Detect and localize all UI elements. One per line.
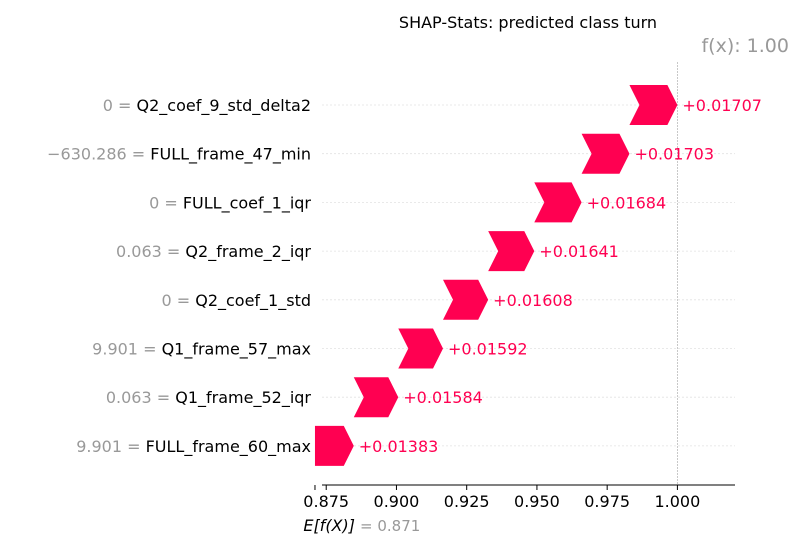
- x-tick-label: 0.875: [303, 492, 349, 511]
- shap-bar: [398, 328, 444, 369]
- feature-value: 0.063 =: [106, 388, 175, 407]
- x-tick-label: 0.900: [374, 492, 420, 511]
- feature-value: 0.063 =: [116, 242, 185, 261]
- base-value-text: = 0.871: [360, 517, 420, 535]
- shap-bar: [581, 133, 630, 174]
- feature-label: 0.063 = Q1_frame_52_iqr: [106, 388, 312, 408]
- feature-value: −630.286 =: [47, 145, 150, 164]
- feature-name: Q1_frame_52_iqr: [175, 388, 311, 408]
- bar-value-label: +0.01707: [682, 96, 762, 115]
- feature-label: 0 = Q2_coef_9_std_delta2: [103, 96, 311, 116]
- feature-value: 9.901 =: [92, 340, 161, 359]
- feature-name: Q2_coef_1_std: [195, 291, 311, 311]
- shap-bar: [629, 85, 678, 125]
- fx-label: f(x): 1.00: [701, 35, 789, 57]
- feature-label: 0.063 = Q2_frame_2_iqr: [116, 242, 311, 262]
- feature-name: FULL_frame_60_max: [146, 437, 311, 457]
- bar-value-label: +0.01684: [587, 193, 667, 212]
- bar-value-label: +0.01641: [539, 242, 619, 261]
- shap-bar: [353, 377, 399, 418]
- x-tick-label: 0.925: [444, 492, 490, 511]
- feature-value: 9.901 =: [76, 437, 145, 456]
- feature-labels: +0.01707 0 = Q2_coef_9_std_delta2 +0.01703…: [47, 96, 762, 457]
- chart-title: SHAP-Stats: predicted class turn: [399, 13, 657, 32]
- feature-label: 0 = FULL_coef_1_iqr: [149, 193, 311, 213]
- x-axis: 0.875 0.900 0.925 0.950 0.975 1.000: [303, 484, 735, 511]
- shap-bar: [534, 182, 582, 223]
- shap-bar: [314, 425, 354, 466]
- bar-value-label: +0.01592: [448, 340, 528, 359]
- feature-label: −630.286 = FULL_frame_47_min: [47, 145, 311, 165]
- base-value-label: E[f(X)]: [303, 516, 355, 535]
- feature-name: FULL_frame_47_min: [150, 145, 311, 165]
- shap-bar: [488, 231, 535, 272]
- feature-label: 0 = Q2_coef_1_std: [161, 291, 311, 311]
- base-value-annotation: E[f(X)] = 0.871: [303, 516, 420, 535]
- feature-value: 0 =: [161, 291, 195, 310]
- feature-label: 9.901 = Q1_frame_57_max: [92, 340, 311, 360]
- shap-bar: [443, 279, 489, 320]
- bar-value-label: +0.01383: [359, 437, 439, 456]
- feature-name: Q1_frame_57_max: [162, 340, 311, 360]
- bars: [314, 85, 678, 466]
- bar-value-label: +0.01703: [634, 145, 714, 164]
- feature-value: 0 =: [103, 96, 137, 115]
- feature-name: Q2_coef_9_std_delta2: [137, 96, 311, 116]
- x-tick-label: 1.000: [654, 492, 700, 511]
- x-tick-label: 0.950: [514, 492, 560, 511]
- bar-value-label: +0.01584: [403, 388, 483, 407]
- feature-name: Q2_frame_2_iqr: [185, 242, 311, 262]
- feature-value: 0 =: [149, 193, 183, 212]
- x-tick-label: 0.975: [584, 492, 630, 511]
- feature-name: FULL_coef_1_iqr: [183, 193, 312, 213]
- feature-label: 9.901 = FULL_frame_60_max: [76, 437, 311, 457]
- bar-value-label: +0.01608: [493, 291, 573, 310]
